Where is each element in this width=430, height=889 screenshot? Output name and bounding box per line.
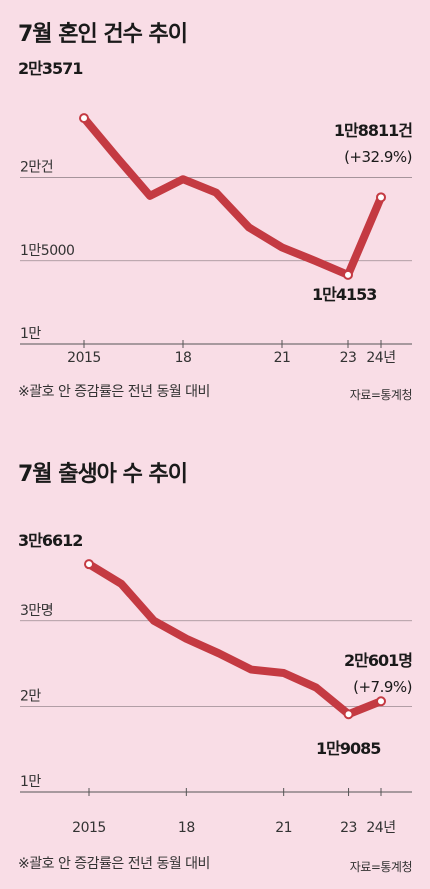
births-chart: 1만 2만 3만명 2015 18 21 23 24년 3만6612 1만9085 2만601명 (+… (18, 531, 413, 836)
y-tick-label: 2만 (20, 688, 41, 704)
end-change-label: (+7.9%) (353, 678, 412, 696)
births-chart-panel: 7월 출생아 수 추이 1만 2만 3만명 2015 18 21 23 24년 3만6612 1만… (0, 440, 430, 889)
data-point-marker (343, 269, 353, 280)
x-tick-label: 18 (178, 820, 195, 836)
chart-source: 자료=통계청 (349, 388, 413, 402)
data-point-marker (376, 192, 386, 203)
y-tick-label: 3만명 (20, 603, 53, 619)
data-point-marker (376, 696, 386, 707)
start-value-label: 3만6612 (18, 531, 82, 550)
end-value-label: 1만8811건 (334, 121, 412, 140)
y-tick-label: 1만 (20, 326, 41, 342)
series-line (80, 114, 385, 279)
x-tick-label: 21 (275, 820, 292, 836)
chart-source: 자료=통계청 (349, 860, 413, 874)
marriage-chart: 1만 1만5000 2만건 2015 18 21 23 24년 2만3571 1만4153 1만88… (18, 59, 413, 366)
min-value-label: 1만9085 (316, 739, 381, 758)
data-point-marker (343, 709, 354, 720)
end-change-label: (+32.9%) (344, 148, 412, 166)
data-point-marker (79, 113, 89, 124)
chart-title: 7월 출생아 수 추이 (18, 462, 188, 487)
x-tick-label: 21 (274, 350, 291, 366)
marriage-chart-panel: 7월 혼인 건수 추이 1만 1만5000 2만건 2015 18 21 23 24년 2만35… (0, 0, 430, 440)
data-point-marker (84, 559, 94, 570)
x-tick-label: 23 (340, 820, 357, 836)
x-tick-label: 23 (340, 350, 357, 366)
chart-note: ※괄호 안 증감률은 전년 동월 대비 (18, 384, 210, 400)
y-tick-label: 2만건 (20, 160, 53, 176)
end-value-label: 2만601명 (344, 651, 412, 670)
start-value-label: 2만3571 (18, 59, 83, 78)
series-line (85, 560, 385, 719)
chart-title: 7월 혼인 건수 추이 (18, 22, 188, 47)
x-tick-label: 24년 (366, 350, 395, 366)
x-tick-label: 2015 (67, 350, 101, 366)
x-tick-label: 18 (175, 350, 192, 366)
x-tick-label: 2015 (72, 820, 106, 836)
y-tick-label: 1만5000 (20, 243, 74, 259)
min-value-label: 1만4153 (312, 285, 376, 304)
y-tick-label: 1만 (20, 774, 41, 790)
x-tick-label: 24년 (366, 820, 395, 836)
chart-note: ※괄호 안 증감률은 전년 동월 대비 (18, 856, 210, 872)
